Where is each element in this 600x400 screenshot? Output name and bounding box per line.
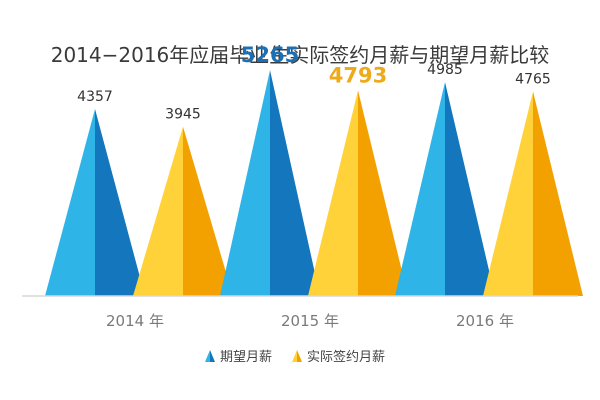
bar-actual-2-left-face xyxy=(483,91,533,297)
bar-expected-0-left-face xyxy=(45,109,95,296)
chart-title: 2014−2016年应届毕业生实际签约月薪与期望月薪比较 xyxy=(51,43,550,67)
legend-label-1: 实际签约月薪 xyxy=(307,349,385,365)
bar-expected-2 xyxy=(395,82,495,297)
x-axis-ticks: 2014 年 2015 年 2016 年 xyxy=(106,312,514,330)
legend-item-0: 期望月薪 xyxy=(205,349,272,365)
bar-expected-2-left-face xyxy=(395,82,445,297)
bar-expected-1-left-face xyxy=(220,70,270,296)
bar-actual-0-right-face xyxy=(183,126,233,296)
bar-expected-2-right-face xyxy=(445,82,495,297)
x-tick-label-2: 2016 年 xyxy=(456,312,514,330)
bar-expected-0 xyxy=(45,109,145,296)
data-label-actual-0: 3945 xyxy=(165,107,201,123)
x-tick-label-1: 2015 年 xyxy=(281,312,339,330)
legend-swatch-1-right xyxy=(297,350,302,362)
bar-actual-0 xyxy=(133,126,233,296)
chart-marks: 4357 3945 5265 4793 4985 4765 xyxy=(45,43,583,297)
x-tick-label-0: 2014 年 xyxy=(106,312,164,330)
legend-swatch-0-left xyxy=(205,350,210,362)
bar-actual-2-right-face xyxy=(533,91,583,297)
data-label-actual-1: 4793 xyxy=(329,63,387,87)
legend-item-1: 实际签约月薪 xyxy=(292,349,385,365)
legend: 期望月薪 实际签约月薪 xyxy=(205,349,385,365)
bar-actual-1-left-face xyxy=(308,90,358,296)
data-label-expected-1: 5265 xyxy=(241,43,299,67)
bar-actual-1 xyxy=(308,90,408,296)
bar-actual-0-left-face xyxy=(133,126,183,296)
bar-actual-2 xyxy=(483,91,583,297)
legend-label-0: 期望月薪 xyxy=(220,349,272,365)
bar-expected-1 xyxy=(220,70,320,296)
legend-swatch-1-left xyxy=(292,350,297,362)
legend-swatch-0-right xyxy=(210,350,215,362)
data-label-expected-2: 4985 xyxy=(427,62,463,78)
bar-expected-1-right-face xyxy=(270,70,320,296)
bar-actual-1-right-face xyxy=(358,90,408,296)
data-label-actual-2: 4765 xyxy=(515,72,551,88)
data-label-expected-0: 4357 xyxy=(77,89,113,105)
bar-expected-0-right-face xyxy=(95,109,145,296)
